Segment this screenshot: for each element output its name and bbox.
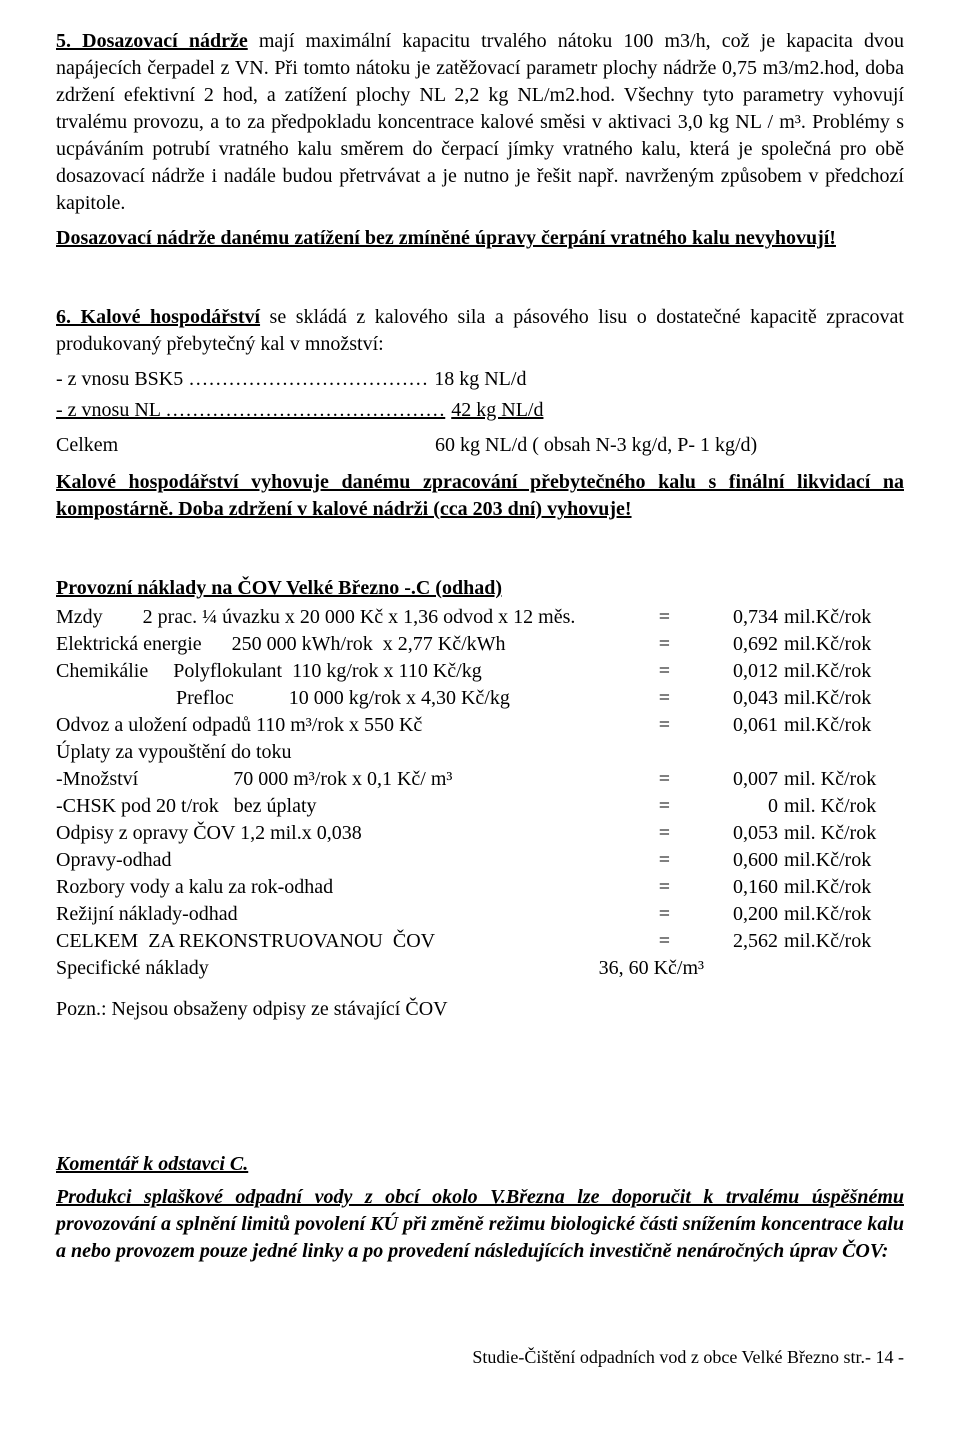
paragraph-5-summary: Dosazovací nádrže danému zatížení bez zm… <box>56 225 904 252</box>
cost-eq: = <box>659 631 708 658</box>
costs-list: Mzdy 2 prac. ¼ úvazku x 20 000 Kč x 1,36… <box>56 604 904 982</box>
bsk5-value: 18 kg NL/d <box>428 366 526 393</box>
cost-eq: = <box>659 901 708 928</box>
komentar-body-b: provozování a splnění limitů povolení KÚ… <box>56 1213 904 1262</box>
cost-row: CELKEM ZA REKONSTRUOVANOU ČOV =2,562mil.K… <box>56 928 904 955</box>
cost-value: 0,012 <box>708 658 784 685</box>
cost-left: -Množství 70 000 m³/rok x 0,1 Kč/ m³ <box>56 766 452 793</box>
cost-unit: mil. Kč/rok <box>784 820 904 847</box>
komentar-body-a: Produkci splaškové odpadní vody z obcí o… <box>56 1186 904 1208</box>
cost-left: Elektrická energie 250 000 kWh/rok x 2,7… <box>56 631 506 658</box>
cost-unit: mil.Kč/rok <box>784 901 904 928</box>
cost-value: 36, 60 Kč/m³ <box>599 955 704 982</box>
cost-row: Prefloc 10 000 kg/rok x 4,30 Kč/kg =0,043… <box>56 685 904 712</box>
cost-row: Specifické náklady 36, 60 Kč/m³ <box>56 955 904 982</box>
cost-row: Úplaty za vypouštění do toku <box>56 739 904 766</box>
cost-eq: = <box>659 793 708 820</box>
cost-value: 0,200 <box>708 901 784 928</box>
cost-value: 0 <box>708 793 784 820</box>
cost-eq: = <box>659 847 708 874</box>
cost-unit: mil.Kč/rok <box>784 604 904 631</box>
cost-value: 0,734 <box>708 604 784 631</box>
cost-unit: mil. Kč/rok <box>784 793 904 820</box>
cost-row: Mzdy 2 prac. ¼ úvazku x 20 000 Kč x 1,36… <box>56 604 904 631</box>
cost-eq: = <box>659 712 708 739</box>
cost-eq: = <box>659 928 708 955</box>
celkem-value: 60 kg NL/d ( obsah N-3 kg/d, P- 1 kg/d) <box>265 432 757 459</box>
bsk5-label: - z vnosu BSK5 ……………………………… <box>56 366 428 393</box>
cost-value: 0,061 <box>708 712 784 739</box>
cost-row: Odpisy z opravy ČOV 1,2 mil.x 0,038 =0,05… <box>56 820 904 847</box>
cost-row: Rozbory vody a kalu za rok-odhad =0,160mi… <box>56 874 904 901</box>
p5-lead: 5. Dosazovací nádrže <box>56 30 248 52</box>
paragraph-6: 6. Kalové hospodářství se skládá z kalov… <box>56 304 904 358</box>
cost-value: 0,053 <box>708 820 784 847</box>
cost-row: -CHSK pod 20 t/rok bez úplaty =0mil. Kč/r… <box>56 793 904 820</box>
cost-row: Režijní náklady-odhad =0,200mil.Kč/rok <box>56 901 904 928</box>
cost-row: Elektrická energie 250 000 kWh/rok x 2,7… <box>56 631 904 658</box>
cost-left: Prefloc 10 000 kg/rok x 4,30 Kč/kg <box>56 685 510 712</box>
cost-value: 0,600 <box>708 847 784 874</box>
cost-left: Chemikálie Polyflokulant 110 kg/rok x 11… <box>56 658 482 685</box>
cost-row: Opravy-odhad =0,600mil.Kč/rok <box>56 847 904 874</box>
komentar-body: Produkci splaškové odpadní vody z obcí o… <box>56 1184 904 1265</box>
nl-line: - z vnosu NL …………………………………… 42 kg NL/d <box>56 397 904 424</box>
cost-value: 0,160 <box>708 874 784 901</box>
cost-eq: = <box>659 766 708 793</box>
kalove-summary: Kalové hospodářství vyhovuje danému zpra… <box>56 469 904 523</box>
cost-unit: mil.Kč/rok <box>784 847 904 874</box>
komentar-title: Komentář k odstavci C. <box>56 1151 904 1178</box>
cost-left: Specifické náklady <box>56 955 209 982</box>
bsk5-line: - z vnosu BSK5 ……………………………… 18 kg NL/d <box>56 366 904 393</box>
p6-lead: 6. Kalové hospodářství <box>56 306 260 328</box>
celkem-line: Celkem 60 kg NL/d ( obsah N-3 kg/d, P- 1… <box>56 432 904 459</box>
cost-row: Odvoz a uložení odpadů 110 m³/rok x 550 … <box>56 712 904 739</box>
cost-unit: mil.Kč/rok <box>784 658 904 685</box>
cost-left: Opravy-odhad <box>56 847 172 874</box>
cost-unit: mil.Kč/rok <box>784 712 904 739</box>
cost-unit: mil.Kč/rok <box>784 631 904 658</box>
cost-left: -CHSK pod 20 t/rok bez úplaty <box>56 793 317 820</box>
cost-row: -Množství 70 000 m³/rok x 0,1 Kč/ m³ =0,0… <box>56 766 904 793</box>
cost-eq: = <box>659 658 708 685</box>
cost-value: 0,692 <box>708 631 784 658</box>
cost-left: Mzdy 2 prac. ¼ úvazku x 20 000 Kč x 1,36… <box>56 604 575 631</box>
cost-eq: = <box>659 820 708 847</box>
cost-unit: mil.Kč/rok <box>784 685 904 712</box>
cost-eq: = <box>659 604 708 631</box>
p5-body: mají maximální kapacitu trvalého nátoku … <box>56 30 904 214</box>
cost-left: Odpisy z opravy ČOV 1,2 mil.x 0,038 <box>56 820 362 847</box>
cost-unit: mil.Kč/rok <box>784 874 904 901</box>
page-footer: Studie-Čištění odpadních vod z obce Velk… <box>56 1345 904 1369</box>
cost-left: CELKEM ZA REKONSTRUOVANOU ČOV <box>56 928 435 955</box>
cost-unit: mil. Kč/rok <box>784 766 904 793</box>
cost-value: 0,043 <box>708 685 784 712</box>
celkem-label: Celkem <box>56 432 118 459</box>
cost-eq: = <box>659 874 708 901</box>
cost-eq: = <box>659 685 708 712</box>
cost-value: 2,562 <box>708 928 784 955</box>
cost-left: Režijní náklady-odhad <box>56 901 238 928</box>
cost-left: Odvoz a uložení odpadů 110 m³/rok x 550 … <box>56 712 422 739</box>
paragraph-5: 5. Dosazovací nádrže mají maximální kapa… <box>56 28 904 217</box>
note: Pozn.: Nejsou obsaženy odpisy ze stávají… <box>56 996 904 1023</box>
cost-unit: mil.Kč/rok <box>784 928 904 955</box>
cost-left: Rozbory vody a kalu za rok-odhad <box>56 874 333 901</box>
nl-label: - z vnosu NL …………………………………… <box>56 397 445 424</box>
costs-title: Provozní náklady na ČOV Velké Březno -.C… <box>56 575 904 602</box>
cost-left: Úplaty za vypouštění do toku <box>56 739 292 766</box>
cost-value: 0,007 <box>708 766 784 793</box>
cost-row: Chemikálie Polyflokulant 110 kg/rok x 11… <box>56 658 904 685</box>
nl-value: 42 kg NL/d <box>445 397 543 424</box>
